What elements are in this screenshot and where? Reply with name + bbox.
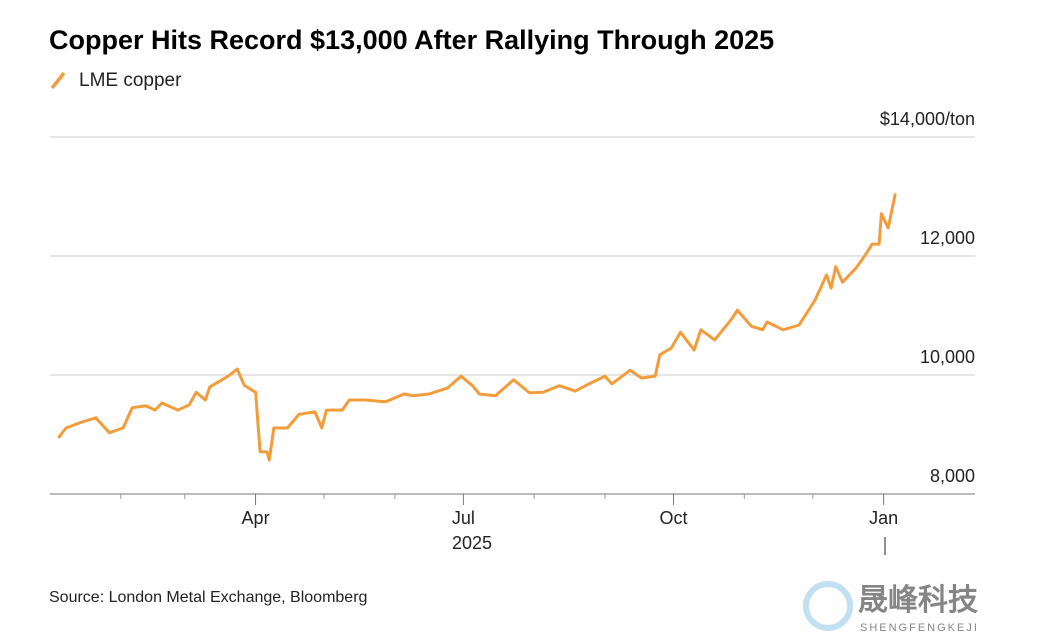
x-tick-label: Jan <box>869 508 898 528</box>
legend-label: LME copper <box>79 70 182 91</box>
x-tick-label: Oct <box>660 508 688 528</box>
legend-swatch <box>50 71 66 90</box>
y-tick-label: 8,000 <box>930 466 975 486</box>
x-tick-label: Jul <box>452 508 475 528</box>
source: Source: London Metal Exchange, Bloomberg <box>49 589 367 606</box>
watermark-subtitle: SHENGFENGKEJI <box>860 622 979 634</box>
watermark-name: 晟峰科技 <box>858 584 978 617</box>
watermark-logo <box>803 581 853 631</box>
chart-title: Copper Hits Record $13,000 After Rallyin… <box>49 25 774 55</box>
watermark: 晟峰科技 SHENGFENGKEJI <box>803 581 979 634</box>
y-tick-label: 10,000 <box>920 347 975 367</box>
x-tick-label: Apr <box>242 508 270 528</box>
y-tick-label: $14,000/ton <box>880 109 975 129</box>
series-line <box>57 193 897 462</box>
y-tick-label: 12,000 <box>920 228 975 248</box>
x-year-label: 2025 <box>452 533 492 553</box>
